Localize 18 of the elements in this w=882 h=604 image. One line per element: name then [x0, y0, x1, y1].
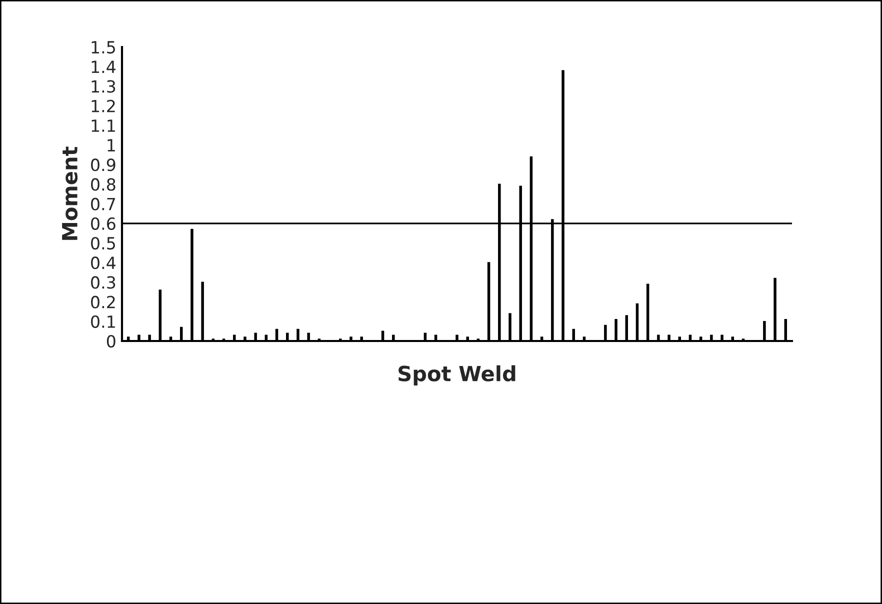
y-tick-label: 0.1: [91, 315, 115, 328]
y-tick-label: 0.4: [91, 256, 116, 270]
y-tick-label: 0.8: [91, 178, 116, 191]
y-tick-label: 1.1: [92, 120, 115, 132]
y-tick-label: 1.5: [92, 41, 115, 54]
y-tick-label: 0.9: [91, 158, 116, 172]
y-axis-title: Moment: [62, 146, 78, 240]
x-axis-title: Spot Weld: [398, 365, 516, 386]
y-tick-label: 1.4: [92, 60, 116, 73]
y-tick-label: 0.2: [91, 296, 115, 308]
y-tick-label: 0.3: [91, 276, 116, 289]
y-tick-label: 0.5: [91, 236, 115, 250]
y-tick-label: 0.6: [91, 217, 116, 230]
y-tick-label: 0.7: [91, 198, 116, 210]
y-tick-label: 1.3: [92, 80, 116, 93]
y-tick-label: 1: [108, 139, 115, 152]
y-tick-label: 1.2: [92, 100, 115, 112]
y-tick-label: 0: [106, 334, 116, 348]
